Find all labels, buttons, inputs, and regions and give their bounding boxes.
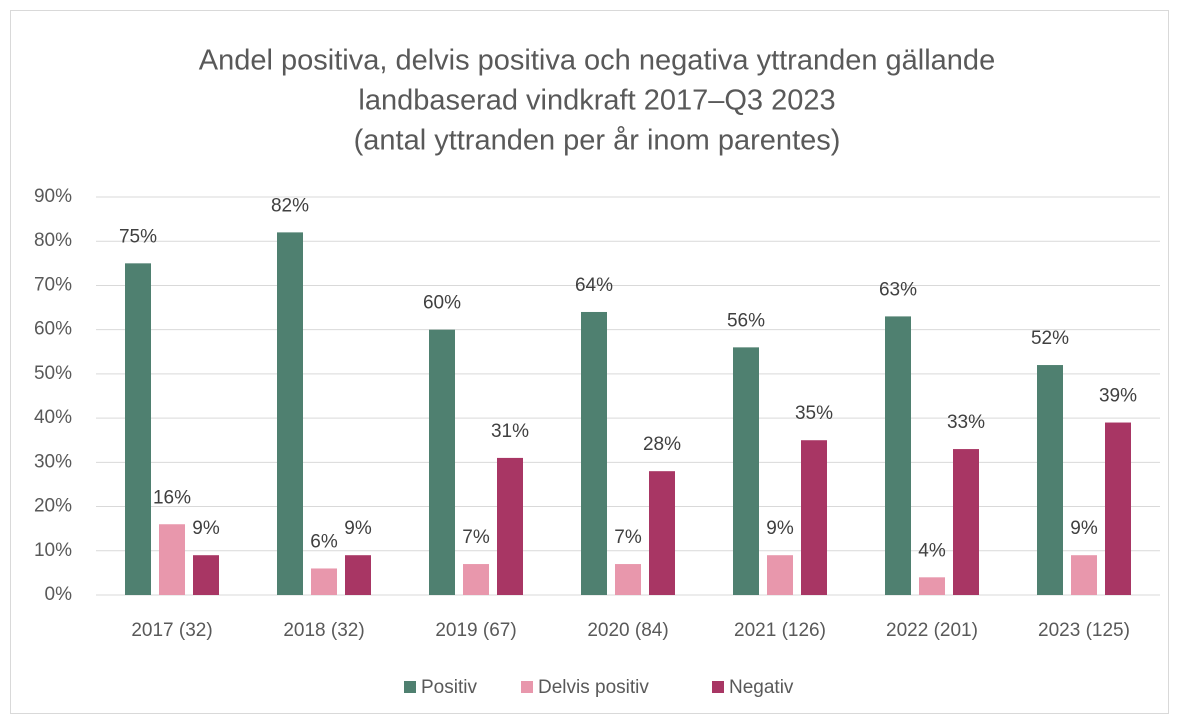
data-label: 64% <box>575 275 613 296</box>
data-label: 9% <box>766 518 794 539</box>
bar <box>615 564 641 595</box>
x-tick-label: 2018 (32) <box>283 620 364 641</box>
x-tick-label: 2022 (201) <box>886 620 978 641</box>
x-tick-label: 2020 (84) <box>587 620 668 641</box>
bar <box>801 440 827 595</box>
data-label: 6% <box>310 531 338 552</box>
data-label: 56% <box>727 310 765 331</box>
bar <box>767 555 793 595</box>
bar <box>497 457 523 595</box>
data-label: 82% <box>271 195 309 216</box>
bar <box>345 555 371 595</box>
x-tick-label: 2023 (125) <box>1038 620 1130 641</box>
y-tick-label: 20% <box>34 496 72 517</box>
data-label: 16% <box>153 487 191 508</box>
data-label: 7% <box>614 527 642 548</box>
bar <box>277 232 303 595</box>
bar <box>1105 422 1131 595</box>
x-tick-label: 2021 (126) <box>734 620 826 641</box>
y-tick-label: 60% <box>34 319 72 340</box>
data-label: 9% <box>344 518 372 539</box>
data-label: 7% <box>462 527 490 548</box>
data-label: 35% <box>795 403 833 424</box>
data-label: 4% <box>918 540 946 561</box>
x-tick-label: 2019 (67) <box>435 620 516 641</box>
bar <box>1037 365 1063 595</box>
chart-title: (antal yttranden per år inom parentes) <box>354 125 841 157</box>
bar <box>649 471 675 595</box>
data-label: 33% <box>947 412 985 433</box>
legend-label: Delvis positiv <box>538 677 649 698</box>
data-label: 75% <box>119 226 157 247</box>
data-label: 31% <box>491 421 529 442</box>
bar <box>733 347 759 595</box>
y-tick-label: 80% <box>34 230 72 251</box>
bar <box>159 524 185 595</box>
data-label: 52% <box>1031 328 1069 349</box>
legend-swatch <box>521 681 533 693</box>
bar <box>953 449 979 595</box>
bar <box>429 329 455 595</box>
legend-swatch <box>712 681 724 693</box>
y-tick-label: 50% <box>34 363 72 384</box>
legend-swatch <box>404 681 416 693</box>
chart-title: Andel positiva, delvis positiva och nega… <box>199 45 995 77</box>
chart-title: landbaserad vindkraft 2017–Q3 2023 <box>358 85 835 117</box>
x-tick-label: 2017 (32) <box>131 620 212 641</box>
bar <box>1071 555 1097 595</box>
bar <box>581 311 607 595</box>
legend-label: Positiv <box>421 677 477 698</box>
y-tick-label: 90% <box>34 186 72 207</box>
bar <box>919 577 945 595</box>
bar <box>463 564 489 595</box>
bar <box>193 555 219 595</box>
data-label: 9% <box>1070 518 1098 539</box>
legend-label: Negativ <box>729 677 794 698</box>
bar <box>125 263 151 595</box>
data-label: 63% <box>879 279 917 300</box>
data-label: 60% <box>423 293 461 314</box>
data-label: 9% <box>192 518 220 539</box>
y-tick-label: 40% <box>34 407 72 428</box>
y-tick-label: 10% <box>34 540 72 561</box>
bar <box>311 568 337 595</box>
data-label: 39% <box>1099 386 1137 407</box>
bar <box>885 316 911 595</box>
y-tick-label: 0% <box>45 584 73 605</box>
data-label: 28% <box>643 434 681 455</box>
y-tick-label: 30% <box>34 451 72 472</box>
y-tick-label: 70% <box>34 274 72 295</box>
